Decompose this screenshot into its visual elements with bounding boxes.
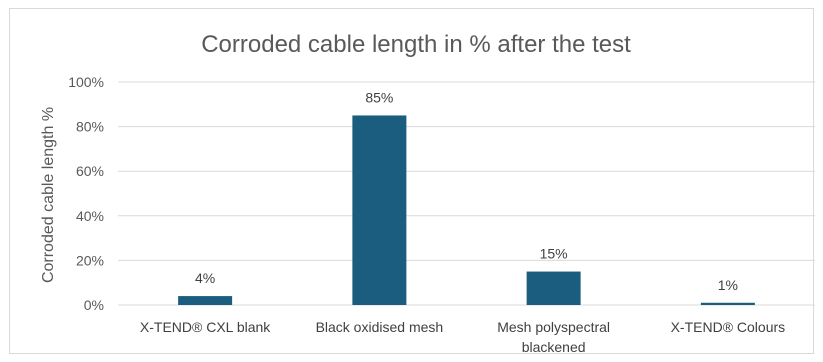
x-axis-categories: X-TEND® CXL blank Black oxidised mesh Mesh… — [140, 319, 785, 355]
x-category-label: Black oxidised mesh — [316, 319, 444, 335]
data-labels: 4% 85% 15% 1% — [195, 89, 738, 292]
bar — [526, 271, 581, 305]
chart-frame — [9, 8, 814, 354]
chart-title: Corroded cable length in % after the tes… — [201, 31, 631, 58]
y-tick-label: 0% — [84, 297, 104, 313]
y-tick-label: 40% — [76, 208, 104, 224]
data-label: 15% — [540, 246, 568, 262]
x-category-label: X-TEND® CXL blank — [140, 319, 271, 335]
y-tick-label: 20% — [76, 252, 104, 268]
gridlines — [118, 81, 815, 306]
data-label: 1% — [718, 277, 738, 293]
x-category-label: Mesh polyspectral blackened — [497, 319, 610, 355]
bars — [178, 115, 755, 305]
bar — [352, 115, 407, 305]
y-axis-ticks: 0% 20% 40% 60% 80% 100% — [68, 74, 104, 313]
y-tick-label: 80% — [76, 119, 104, 135]
y-axis-label: Corroded cable length % — [40, 107, 57, 283]
bar — [700, 302, 755, 305]
data-label: 4% — [195, 270, 215, 286]
bar — [178, 296, 233, 305]
y-tick-label: 60% — [76, 163, 104, 179]
data-label: 85% — [365, 89, 393, 105]
x-category-label: X-TEND® Colours — [671, 319, 786, 335]
y-tick-label: 100% — [68, 74, 104, 90]
